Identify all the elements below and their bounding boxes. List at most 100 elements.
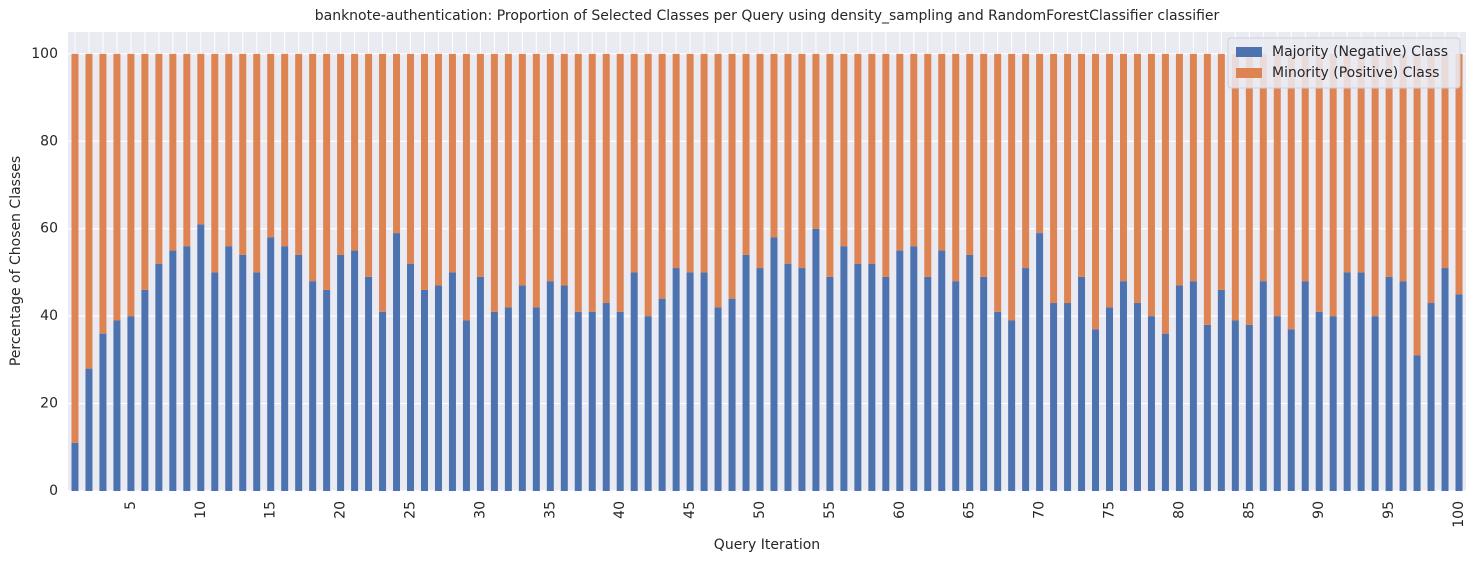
bar-segment [1022,268,1030,491]
bar-segment [686,53,694,273]
bar-segment [85,53,93,369]
bar-segment [1441,53,1449,269]
bar-segment [476,53,484,277]
bar-segment [99,53,107,334]
bar-segment [1427,303,1435,491]
bar-segment [239,53,247,255]
bar-segment [407,263,415,491]
bar-segment [1259,53,1267,282]
bar-segment [1092,329,1100,491]
bar-segment [462,53,470,321]
bar-segment [952,53,960,282]
bar-segment [770,53,778,238]
bar-segment [1315,311,1323,491]
bar-segment [99,333,107,491]
bar-segment [574,53,582,312]
bar-segment [379,53,387,312]
bar-segment [938,53,946,251]
x-tick-label: 90 [1311,501,1327,519]
bar-segment [644,53,652,317]
bar-segment [365,276,373,491]
bar-segment [225,246,233,491]
bar-segment [309,53,317,282]
bar-segment [826,53,834,277]
bar-segment [420,289,428,491]
bar-segment [658,298,666,491]
bar-segment [1119,53,1127,282]
bar-segment [672,53,680,269]
bar-segment [1203,324,1211,491]
bar-segment [225,53,233,247]
bar-segment [700,53,708,273]
bar-segment [896,53,904,251]
bar-segment [85,368,93,491]
bar-segment [309,281,317,491]
bar-segment [1287,53,1295,330]
bar-segment [1385,53,1393,277]
bar-segment [1147,316,1155,491]
bar-segment [1133,53,1141,304]
legend-swatch [1236,47,1262,57]
bar-segment [71,442,79,491]
bar-segment [1147,53,1155,317]
bar-segment [127,316,135,491]
bar-segment [1315,53,1323,312]
y-tick-label: 80 [40,133,58,149]
bar-segment [239,254,247,491]
bar-segment [351,53,359,251]
bar-segment [1036,53,1044,234]
bar-segment [1329,316,1337,491]
bar-segment [742,53,750,255]
legend-box [1227,37,1461,89]
bar-segment [1231,53,1239,321]
bar-segment [183,53,191,247]
bar-segment [1119,281,1127,491]
bar-segment [351,250,359,491]
x-tick-label: 10 [193,501,209,519]
chart-title: banknote-authentication: Proportion of S… [315,8,1220,24]
bar-segment [1092,53,1100,330]
x-tick-label: 85 [1241,501,1257,519]
bar-segment [616,311,624,491]
bar-segment [630,53,638,273]
bar-segment [994,311,1002,491]
x-tick-label: 30 [472,501,488,519]
x-tick-label: 70 [1032,501,1048,519]
bar-segment [784,263,792,491]
bar-segment [504,307,512,491]
bar-segment [211,272,219,491]
bar-segment [1413,53,1421,356]
bar-segment [379,311,387,491]
bar-segment [1203,53,1211,325]
bar-segment [882,276,890,491]
bar-segment [756,268,764,491]
x-tick-label: 95 [1381,501,1397,519]
bar-segment [560,285,568,491]
bar-segment [784,53,792,264]
bar-segment [504,53,512,308]
bar-segment [1343,53,1351,273]
bar-segment [141,53,149,290]
bar-segment [882,53,890,277]
bar-segment [1287,329,1295,491]
bar-segment [434,285,442,491]
bar-segment [1133,303,1141,491]
bar-segment [197,53,205,225]
bar-segment [1050,53,1058,304]
bar-segment [812,228,820,491]
bar-segment [295,254,303,491]
bar-segment [1427,53,1435,304]
bar-segment [616,53,624,312]
bar-segment [1245,324,1253,491]
x-tick-label: 5 [123,501,139,510]
bar-segment [1175,53,1183,286]
bar-segment [1357,53,1365,273]
bar-segment [281,53,289,247]
plot-area [68,32,1466,491]
x-tick-label: 35 [542,501,558,519]
bar-segment [546,281,554,491]
x-tick-label: 25 [403,501,419,519]
bar-segment [1106,53,1114,308]
bar-segment [714,53,722,308]
